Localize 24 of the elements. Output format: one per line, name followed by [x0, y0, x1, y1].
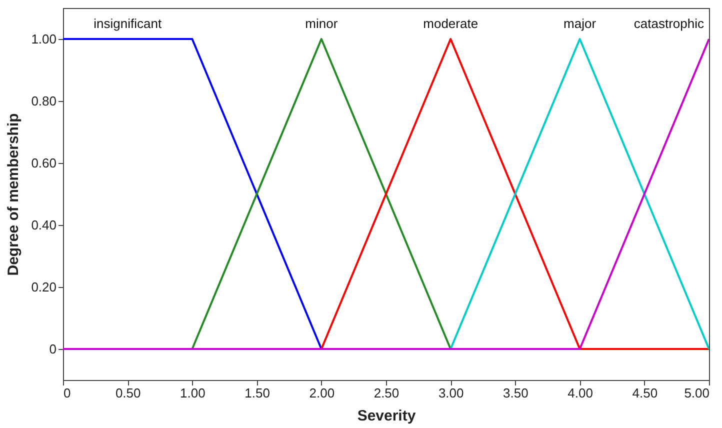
x-tick-label: 0 [64, 386, 71, 400]
x-tick-label: 3.00 [438, 386, 464, 400]
x-tick-label: 3.50 [503, 386, 528, 400]
y-tick-label: 0.40 [31, 218, 56, 232]
x-tick-label: 0.50 [115, 386, 141, 400]
y-tick-label: 1.00 [31, 32, 56, 46]
series-label: major [564, 16, 597, 31]
x-tick-label: 1.50 [244, 386, 270, 400]
y-tick-label: 0 [49, 342, 56, 356]
x-tick-label: 1.00 [180, 386, 206, 400]
y-tick-label: 0.60 [31, 156, 56, 170]
x-tick-label: 5.00 [684, 386, 710, 400]
series-label: catastrophic [634, 16, 704, 31]
y-axis-title: Degree of membership [5, 113, 22, 276]
x-axis-title: Severity [357, 408, 416, 424]
series-label: insignificant [94, 16, 162, 31]
series-label: minor [305, 16, 338, 31]
y-tick-label: 0.20 [31, 280, 56, 294]
x-tick-label: 2.50 [374, 386, 400, 400]
y-tick-label: 0.80 [31, 94, 56, 108]
x-tick-label: 2.00 [309, 386, 335, 400]
x-tick-label: 4.50 [632, 386, 658, 400]
x-tick-label: 4.00 [568, 386, 593, 400]
series-label: moderate [423, 16, 478, 31]
